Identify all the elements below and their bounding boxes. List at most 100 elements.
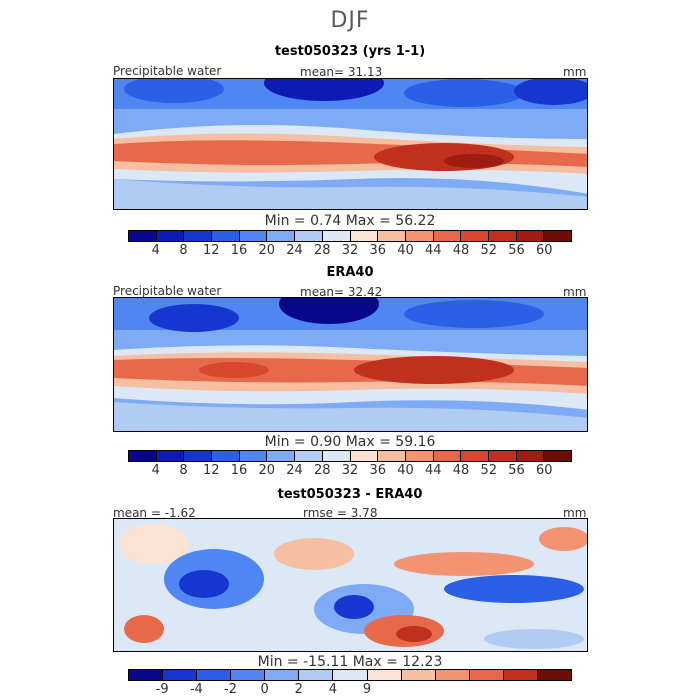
- colorbar-tick-label: 52: [480, 243, 498, 258]
- panel-2-colorbar: [128, 450, 572, 462]
- panel-3-minmax: Min = -15.11 Max = 12.23: [257, 654, 443, 670]
- colorbar-tick-label: -9: [155, 682, 169, 697]
- colorbar-swatch: [461, 451, 489, 461]
- colorbar-swatch: [295, 451, 323, 461]
- colorbar-swatch: [433, 231, 462, 241]
- colorbar-tick-label: 12: [202, 243, 220, 258]
- colorbar-tick-label: 12: [202, 463, 220, 478]
- colorbar-swatch: [322, 231, 351, 241]
- colorbar-swatch: [239, 231, 268, 241]
- panel-3-rmse-label: rmse = 3.78: [303, 506, 378, 520]
- colorbar-tick-label: 24: [286, 463, 303, 478]
- colorbar-swatch: [295, 231, 323, 241]
- colorbar-tick-label: 4: [151, 463, 160, 478]
- colorbar-swatch: [544, 451, 571, 461]
- colorbar-swatch: [197, 670, 232, 680]
- colorbar-swatch: [367, 670, 402, 680]
- colorbar-swatch: [212, 451, 240, 461]
- colorbar-swatch: [378, 451, 406, 461]
- colorbar-swatch: [299, 670, 334, 680]
- colorbar-swatch: [405, 451, 434, 461]
- panel-2-title: ERA40: [326, 265, 374, 280]
- colorbar-tick-label: 60: [535, 463, 553, 478]
- colorbar-swatch: [156, 451, 185, 461]
- panel-3-colorbar-ticks: -9 -4 -2 0 2 4 9: [128, 682, 572, 698]
- colorbar-tick-label: 36: [369, 243, 387, 258]
- panel-1-title: test050323 (yrs 1-1): [274, 44, 426, 59]
- colorbar-tick-label: 16: [230, 243, 248, 258]
- colorbar-tick-label: 2: [294, 682, 303, 697]
- season-title: DJF: [330, 8, 370, 33]
- colorbar-tick-label: 40: [397, 463, 414, 478]
- colorbar-tick-label: 20: [258, 243, 276, 258]
- colorbar-tick-label: 32: [341, 463, 359, 478]
- colorbar-swatch: [184, 451, 213, 461]
- colorbar-tick-label: 60: [535, 243, 553, 258]
- colorbar-tick-label: 4: [151, 243, 160, 258]
- colorbar-tick-label: 28: [313, 463, 331, 478]
- colorbar-tick-label: 40: [397, 243, 414, 258]
- colorbar-swatch: [433, 451, 462, 461]
- colorbar-tick-label: 48: [452, 243, 470, 258]
- panel-1-variable-label: Precipitable water: [113, 64, 222, 78]
- colorbar-swatch: [239, 451, 268, 461]
- colorbar-swatch: [488, 451, 517, 461]
- panel-1-colorbar: [128, 230, 572, 242]
- colorbar-tick-label: 24: [286, 243, 303, 258]
- panel-1-mean-label: mean= 31.13: [300, 65, 383, 79]
- colorbar-swatch: [129, 231, 157, 241]
- colorbar-swatch: [267, 231, 296, 241]
- panel-2-minmax: Min = 0.90 Max = 59.16: [264, 434, 436, 450]
- colorbar-swatch: [267, 451, 296, 461]
- colorbar-tick-label: 32: [341, 243, 359, 258]
- colorbar-swatch: [231, 670, 266, 680]
- panel-2-variable-label: Precipitable water: [113, 284, 222, 298]
- panel-2-colorbar-ticks: 4 8 12 16 20 24 28 32 36 40 44 48 52 56 60: [128, 463, 572, 479]
- colorbar-swatch: [378, 231, 406, 241]
- colorbar-swatch: [544, 231, 571, 241]
- colorbar-swatch: [435, 670, 470, 680]
- colorbar-tick-label: 8: [179, 463, 188, 478]
- colorbar-swatch: [129, 451, 157, 461]
- panel-3-colorbar: [128, 669, 572, 681]
- colorbar-tick-label: 48: [452, 463, 470, 478]
- panel-1-minmax: Min = 0.74 Max = 56.22: [264, 213, 436, 229]
- panel-1-map: [113, 78, 588, 210]
- colorbar-tick-label: 28: [313, 243, 331, 258]
- colorbar-tick-label: 52: [480, 463, 498, 478]
- colorbar-swatch: [322, 451, 351, 461]
- colorbar-swatch: [350, 451, 379, 461]
- colorbar-swatch: [163, 670, 198, 680]
- colorbar-tick-label: 44: [424, 463, 442, 478]
- colorbar-swatch: [184, 231, 213, 241]
- colorbar-swatch: [156, 231, 185, 241]
- colorbar-swatch: [516, 451, 545, 461]
- colorbar-tick-label: 44: [424, 243, 442, 258]
- colorbar-swatch: [461, 231, 489, 241]
- colorbar-tick-label: 56: [508, 463, 525, 478]
- colorbar-tick-label: 20: [258, 463, 276, 478]
- panel-3-title: test050323 - ERA40: [277, 487, 423, 502]
- panel-1-field: [114, 79, 587, 209]
- panel-3-map: [113, 518, 588, 652]
- colorbar-tick-label: 4: [328, 682, 338, 697]
- colorbar-swatch: [469, 670, 504, 680]
- colorbar-swatch: [516, 231, 545, 241]
- panel-1-colorbar-ticks: 4 8 12 16 20 24 28 32 36 40 44 48 52 56 60: [128, 243, 572, 259]
- panel-3-units: mm: [563, 506, 587, 520]
- colorbar-tick-label: -2: [223, 682, 237, 697]
- colorbar-swatch: [333, 670, 368, 680]
- panel-2-mean-label: mean= 32.42: [300, 285, 383, 299]
- colorbar-tick-label: 9: [362, 682, 372, 697]
- colorbar-swatch: [401, 670, 436, 680]
- colorbar-swatch: [488, 231, 517, 241]
- colorbar-tick-label: -4: [189, 682, 203, 697]
- colorbar-swatch: [503, 670, 538, 680]
- panel-1-units: mm: [563, 65, 587, 79]
- colorbar-swatch: [405, 231, 434, 241]
- panel-2-field: [114, 298, 587, 431]
- colorbar-tick-label: 16: [230, 463, 248, 478]
- colorbar-tick-label: 56: [508, 243, 525, 258]
- panel-3-mean-label: mean = -1.62: [113, 506, 196, 520]
- colorbar-tick-label: 0: [260, 682, 269, 697]
